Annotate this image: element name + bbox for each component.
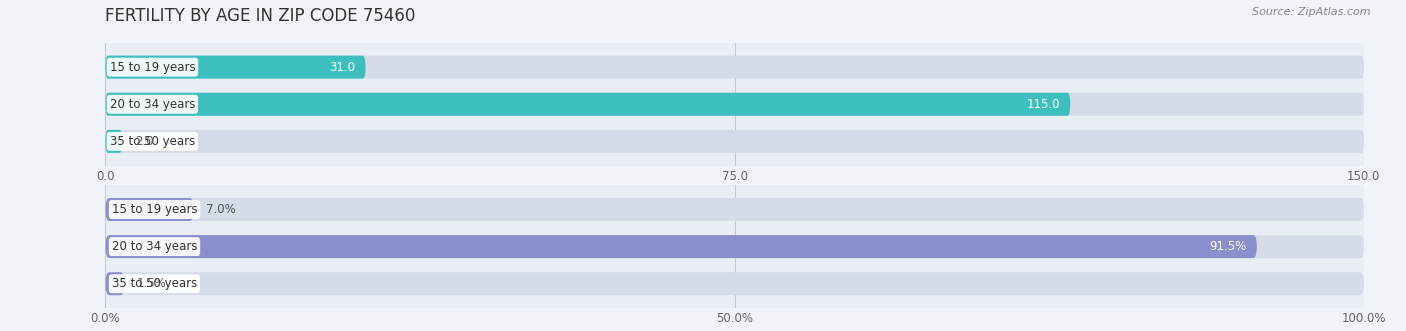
FancyBboxPatch shape bbox=[105, 130, 122, 153]
Text: 7.0%: 7.0% bbox=[207, 203, 236, 216]
Text: 35 to 50 years: 35 to 50 years bbox=[111, 277, 197, 290]
Text: 15 to 19 years: 15 to 19 years bbox=[110, 61, 195, 74]
Text: 20 to 34 years: 20 to 34 years bbox=[110, 98, 195, 111]
Text: 91.5%: 91.5% bbox=[1209, 240, 1247, 253]
FancyBboxPatch shape bbox=[105, 198, 1364, 221]
FancyBboxPatch shape bbox=[105, 272, 1364, 295]
FancyBboxPatch shape bbox=[105, 235, 1257, 258]
FancyBboxPatch shape bbox=[105, 235, 1364, 258]
Text: 15 to 19 years: 15 to 19 years bbox=[111, 203, 197, 216]
Text: 2.0: 2.0 bbox=[135, 135, 153, 148]
Text: FERTILITY BY AGE IN ZIP CODE 75460: FERTILITY BY AGE IN ZIP CODE 75460 bbox=[105, 7, 416, 24]
FancyBboxPatch shape bbox=[105, 272, 124, 295]
Text: 20 to 34 years: 20 to 34 years bbox=[111, 240, 197, 253]
FancyBboxPatch shape bbox=[105, 56, 366, 79]
FancyBboxPatch shape bbox=[105, 198, 194, 221]
FancyBboxPatch shape bbox=[105, 93, 1070, 116]
Text: 35 to 50 years: 35 to 50 years bbox=[110, 135, 195, 148]
Text: 31.0: 31.0 bbox=[329, 61, 356, 74]
FancyBboxPatch shape bbox=[105, 56, 1364, 79]
Text: Source: ZipAtlas.com: Source: ZipAtlas.com bbox=[1253, 7, 1371, 17]
Text: 115.0: 115.0 bbox=[1026, 98, 1060, 111]
Text: 1.5%: 1.5% bbox=[136, 277, 167, 290]
FancyBboxPatch shape bbox=[105, 93, 1364, 116]
FancyBboxPatch shape bbox=[105, 130, 1364, 153]
